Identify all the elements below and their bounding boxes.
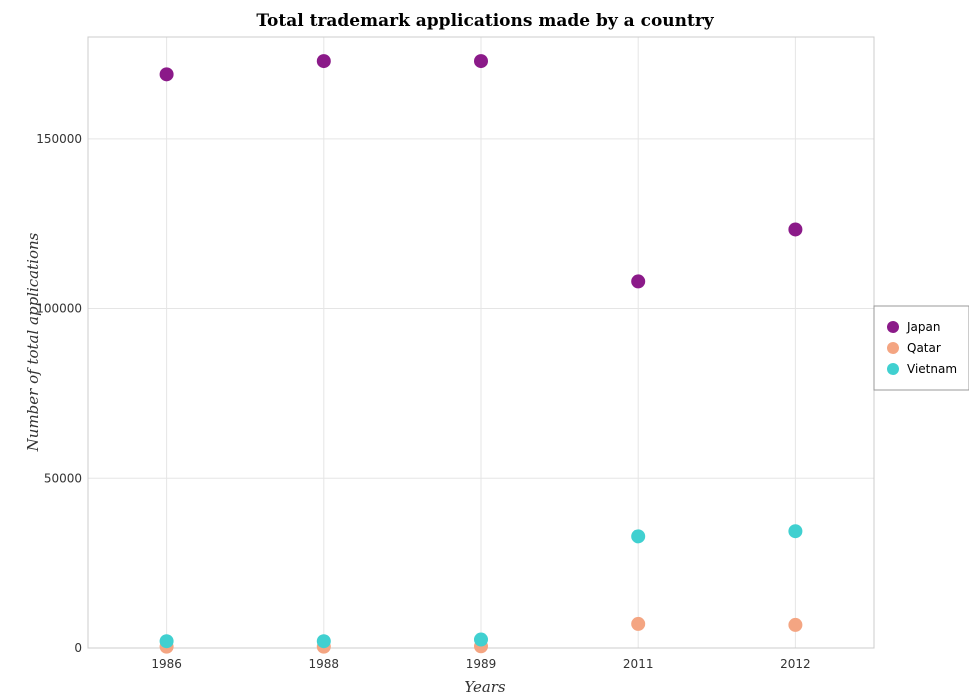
legend-label-vietnam: Vietnam: [907, 362, 957, 376]
point-japan: [788, 222, 803, 237]
point-vietnam: [159, 634, 174, 649]
point-japan: [316, 54, 331, 69]
point-vietnam: [631, 529, 646, 544]
y-tick-label: 50000: [44, 471, 82, 485]
y-tick-label: 100000: [36, 302, 82, 316]
x-tick-label: 2012: [780, 657, 811, 671]
y-axis-ticks: 0 50000 100000 150000: [36, 132, 82, 655]
point-vietnam: [316, 634, 331, 649]
point-japan: [631, 274, 646, 289]
point-vietnam: [788, 524, 803, 539]
legend-label-qatar: Qatar: [907, 341, 941, 355]
y-tick-label: 0: [74, 641, 82, 655]
y-axis-label: Number of total applications: [24, 232, 42, 452]
x-tick-label: 1989: [466, 657, 497, 671]
x-axis-ticks: 1986 1988 1989 2011 2012: [151, 657, 810, 671]
grid: [88, 37, 874, 649]
legend: Japan Qatar Vietnam: [873, 305, 969, 391]
legend-marker-qatar: [887, 342, 899, 354]
point-vietnam: [474, 632, 488, 647]
y-tick-label: 150000: [36, 132, 82, 146]
x-tick-label: 1988: [309, 657, 340, 671]
legend-label-japan: Japan: [906, 320, 940, 334]
x-axis-label: Years: [464, 678, 506, 696]
legend-marker-japan: [887, 321, 899, 333]
x-tick-label: 1986: [151, 657, 182, 671]
chart-title: Total trademark applications made by a c…: [256, 11, 714, 31]
point-qatar: [631, 616, 646, 631]
point-japan: [474, 54, 488, 69]
data-points: [159, 54, 803, 654]
legend-marker-vietnam: [887, 363, 899, 375]
point-qatar: [788, 617, 803, 632]
x-tick-label: 2011: [623, 657, 654, 671]
point-japan: [159, 67, 174, 82]
legend-box: [873, 305, 969, 391]
